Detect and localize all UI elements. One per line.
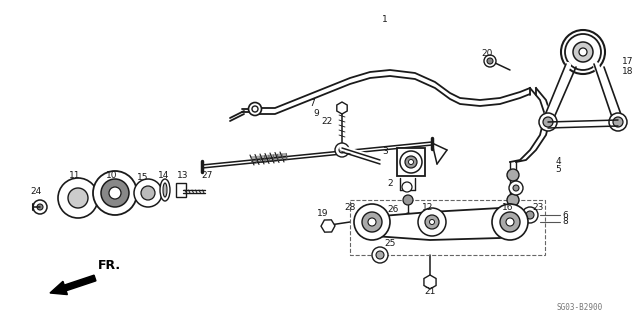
Text: 13: 13 — [177, 170, 189, 180]
Circle shape — [141, 186, 155, 200]
Text: 16: 16 — [502, 203, 514, 211]
Text: 3: 3 — [382, 147, 388, 157]
Text: 24: 24 — [30, 188, 42, 197]
Polygon shape — [252, 153, 287, 163]
Circle shape — [613, 117, 623, 127]
Circle shape — [526, 211, 534, 219]
Text: 25: 25 — [384, 239, 396, 248]
Text: 8: 8 — [562, 218, 568, 226]
Text: 22: 22 — [321, 117, 333, 127]
Circle shape — [37, 204, 43, 210]
Circle shape — [506, 218, 514, 226]
Circle shape — [507, 194, 519, 206]
Circle shape — [376, 251, 384, 259]
Text: 7: 7 — [309, 99, 315, 108]
FancyBboxPatch shape — [397, 148, 425, 176]
Circle shape — [522, 207, 538, 223]
Ellipse shape — [163, 183, 167, 197]
Text: 27: 27 — [202, 170, 212, 180]
Circle shape — [429, 219, 435, 225]
Text: 23: 23 — [532, 204, 544, 212]
Circle shape — [487, 58, 493, 64]
Text: SG03-B2900: SG03-B2900 — [557, 303, 603, 313]
Circle shape — [408, 160, 413, 165]
Text: 12: 12 — [422, 203, 434, 211]
Circle shape — [500, 212, 520, 232]
Text: 17: 17 — [622, 57, 634, 66]
Text: 10: 10 — [106, 170, 118, 180]
Circle shape — [93, 171, 137, 215]
Text: 1: 1 — [382, 16, 388, 25]
Circle shape — [339, 147, 345, 153]
Circle shape — [400, 151, 422, 173]
Circle shape — [484, 55, 496, 67]
Text: 2: 2 — [387, 179, 393, 188]
Circle shape — [58, 178, 98, 218]
Circle shape — [507, 169, 519, 181]
Text: 6: 6 — [562, 211, 568, 219]
Circle shape — [405, 156, 417, 168]
Circle shape — [368, 218, 376, 226]
Circle shape — [109, 187, 121, 199]
Text: 11: 11 — [69, 170, 81, 180]
Circle shape — [539, 113, 557, 131]
Text: FR.: FR. — [98, 259, 121, 272]
Circle shape — [101, 179, 129, 207]
Circle shape — [404, 213, 412, 221]
Text: 14: 14 — [158, 170, 170, 180]
Circle shape — [372, 247, 388, 263]
Text: 19: 19 — [317, 209, 329, 218]
Circle shape — [402, 182, 412, 192]
Circle shape — [68, 188, 88, 208]
Circle shape — [609, 113, 627, 131]
Circle shape — [248, 102, 262, 115]
Text: 4: 4 — [555, 157, 561, 166]
Circle shape — [565, 34, 601, 70]
Text: 5: 5 — [555, 166, 561, 174]
Polygon shape — [356, 208, 528, 240]
Circle shape — [573, 42, 593, 62]
Bar — [176, 183, 186, 197]
Circle shape — [509, 181, 523, 195]
Text: 9: 9 — [313, 108, 319, 117]
Text: 26: 26 — [387, 205, 399, 214]
Circle shape — [403, 195, 413, 205]
Circle shape — [354, 204, 390, 240]
Circle shape — [543, 117, 553, 127]
Circle shape — [492, 204, 528, 240]
Text: 20: 20 — [481, 48, 493, 57]
Circle shape — [362, 212, 382, 232]
Ellipse shape — [160, 179, 170, 201]
Circle shape — [418, 208, 446, 236]
Circle shape — [513, 185, 519, 191]
Circle shape — [252, 106, 258, 112]
Circle shape — [579, 48, 587, 56]
Circle shape — [335, 143, 349, 157]
Text: 21: 21 — [424, 287, 436, 296]
FancyArrow shape — [50, 275, 96, 294]
Text: 28: 28 — [344, 203, 356, 211]
Text: 18: 18 — [622, 68, 634, 77]
Text: 15: 15 — [137, 174, 148, 182]
Circle shape — [425, 215, 439, 229]
Circle shape — [33, 200, 47, 214]
Circle shape — [134, 179, 162, 207]
